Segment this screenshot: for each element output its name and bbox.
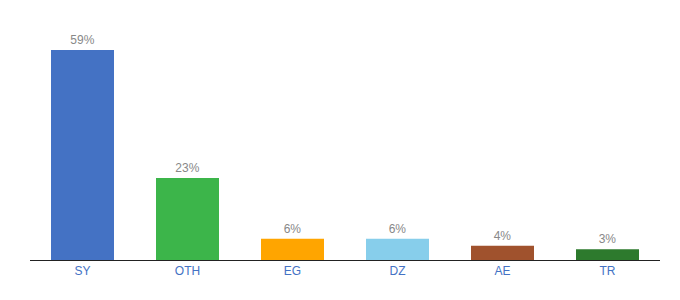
svg-text:59%: 59% — [70, 33, 94, 47]
svg-text:SY: SY — [74, 264, 90, 278]
svg-text:6%: 6% — [284, 222, 302, 236]
svg-text:EG: EG — [284, 264, 301, 278]
svg-text:OTH: OTH — [175, 264, 200, 278]
svg-text:TR: TR — [600, 264, 616, 278]
svg-text:4%: 4% — [494, 229, 512, 243]
svg-text:23%: 23% — [175, 161, 199, 175]
svg-text:DZ: DZ — [390, 264, 406, 278]
svg-text:AE: AE — [494, 264, 510, 278]
svg-text:6%: 6% — [389, 222, 407, 236]
svg-text:3%: 3% — [599, 232, 617, 246]
